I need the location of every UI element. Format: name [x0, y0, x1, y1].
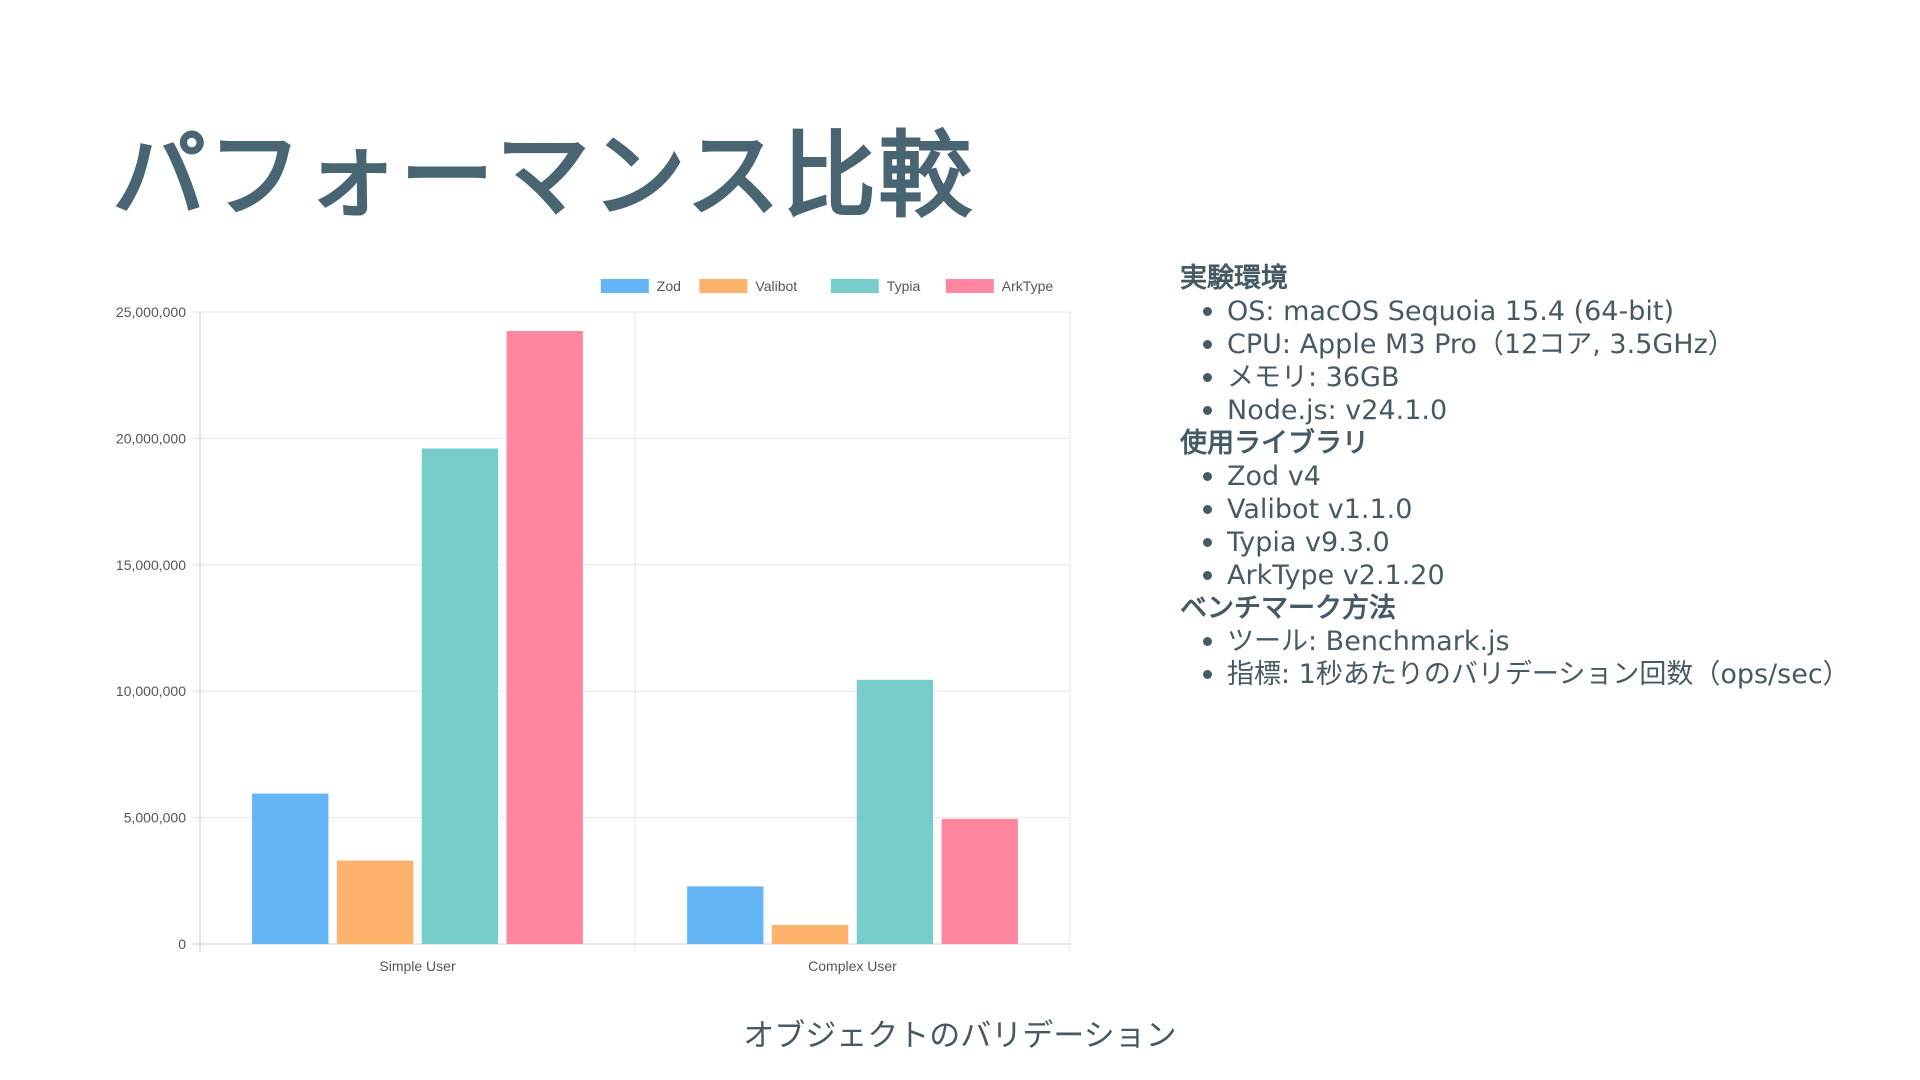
- grid-layer: [192, 311, 1071, 952]
- bar-zod-2: [687, 886, 764, 944]
- list-item-text: ツール: Benchmark.js: [1227, 626, 1510, 657]
- axis-layer: 0 5,000,000 10,000,000 15,000,000 20,000,000…: [116, 304, 897, 974]
- info-section-libraries: 使用ライブラリ Zod v4 Valibot v1.1.0 Typia v9.3…: [1180, 427, 1880, 592]
- legend-swatch-arktype: [945, 279, 994, 293]
- bullet-icon: [1203, 571, 1212, 580]
- info-heading-libraries: 使用ライブラリ: [1180, 428, 1369, 459]
- info-panel: 実験環境 OS: macOS Sequoia 15.4 (64-bit) CPU…: [1180, 262, 1880, 691]
- chart-caption: オブジェクトのバリデーション: [743, 1018, 1177, 1054]
- info-list-libraries: Zod v4 Valibot v1.1.0 Typia v9.3.0 ArkTy…: [1180, 460, 1880, 592]
- slide-title: パフォーマンス比較: [112, 122, 975, 231]
- list-item-text: Zod v4: [1227, 461, 1321, 492]
- y-tick-label: 0: [178, 936, 186, 952]
- bullet-icon: [1203, 340, 1212, 349]
- y-tick-label: 25,000,000: [116, 304, 186, 320]
- info-heading-environment: 実験環境: [1180, 263, 1288, 294]
- y-tick-label: 5,000,000: [124, 810, 186, 826]
- y-tick-label: 10,000,000: [116, 683, 186, 699]
- bar-typia-2: [856, 679, 934, 944]
- info-section-method: ベンチマーク方法 ツール: Benchmark.js 指標: 1秒あたりのバリデ…: [1180, 592, 1880, 691]
- legend-label-arktype: ArkType: [1002, 278, 1054, 294]
- bar-chart-svg: 0 5,000,000 10,000,000 15,000,000 20,000,000…: [116, 278, 1071, 974]
- bullet-icon: [1203, 670, 1212, 679]
- list-item: Typia v9.3.0: [1203, 526, 1880, 559]
- legend-swatch-zod: [600, 279, 649, 293]
- x-tick-label: Complex User: [808, 958, 897, 974]
- list-item: OS: macOS Sequoia 15.4 (64-bit): [1203, 295, 1880, 328]
- bullet-icon: [1203, 472, 1212, 481]
- y-tick-label: 20,000,000: [116, 430, 186, 446]
- bar-chart: 0 5,000,000 10,000,000 15,000,000 20,000,000…: [90, 262, 1090, 982]
- list-item: Zod v4: [1203, 460, 1880, 493]
- info-list-environment: OS: macOS Sequoia 15.4 (64-bit) CPU: App…: [1180, 295, 1880, 427]
- info-list-method: ツール: Benchmark.js 指標: 1秒あたりのバリデーション回数（op…: [1180, 625, 1880, 691]
- bullet-icon: [1203, 505, 1212, 514]
- legend: Zod Valibot Typia ArkType: [600, 278, 1054, 294]
- bar-valibot-2: [771, 925, 849, 944]
- list-item-text: Valibot v1.1.0: [1227, 494, 1413, 525]
- legend-label-zod: Zod: [657, 278, 681, 294]
- bullet-icon: [1203, 373, 1212, 382]
- bar-arktype-2: [941, 818, 1018, 944]
- legend-label-typia: Typia: [887, 278, 921, 294]
- list-item: メモリ: 36GB: [1203, 361, 1880, 394]
- list-item-text: Typia v9.3.0: [1227, 527, 1390, 558]
- bullet-icon: [1203, 538, 1212, 547]
- list-item-text: 指標: 1秒あたりのバリデーション回数（ops/sec）: [1227, 659, 1850, 690]
- list-item-text: Node.js: v24.1.0: [1227, 395, 1448, 426]
- bar-zod-1: [252, 793, 329, 944]
- legend-label-valibot: Valibot: [755, 278, 797, 294]
- list-item-text: メモリ: 36GB: [1227, 362, 1400, 393]
- y-tick-label: 15,000,000: [116, 557, 186, 573]
- bar-arktype-1: [506, 330, 583, 945]
- legend-swatch-valibot: [699, 279, 748, 293]
- list-item: 指標: 1秒あたりのバリデーション回数（ops/sec）: [1203, 658, 1880, 691]
- bullet-icon: [1203, 637, 1212, 646]
- bar-typia-1: [421, 448, 499, 944]
- bullet-icon: [1203, 307, 1212, 316]
- list-item: ArkType v2.1.20: [1203, 559, 1880, 592]
- list-item: ツール: Benchmark.js: [1203, 625, 1880, 658]
- bar-valibot-1: [336, 860, 414, 944]
- x-tick-label: Simple User: [379, 958, 456, 974]
- list-item-text: CPU: Apple M3 Pro（12コア, 3.5GHz）: [1227, 329, 1735, 360]
- list-item: CPU: Apple M3 Pro（12コア, 3.5GHz）: [1203, 328, 1880, 361]
- list-item: Node.js: v24.1.0: [1203, 394, 1880, 427]
- legend-swatch-typia: [830, 279, 879, 293]
- list-item-text: OS: macOS Sequoia 15.4 (64-bit): [1227, 296, 1674, 327]
- list-item: Valibot v1.1.0: [1203, 493, 1880, 526]
- info-heading-method: ベンチマーク方法: [1180, 593, 1396, 624]
- bullet-icon: [1203, 406, 1212, 415]
- bar-layer: [252, 330, 1018, 945]
- list-item-text: ArkType v2.1.20: [1227, 560, 1445, 591]
- info-section-environment: 実験環境 OS: macOS Sequoia 15.4 (64-bit) CPU…: [1180, 262, 1880, 427]
